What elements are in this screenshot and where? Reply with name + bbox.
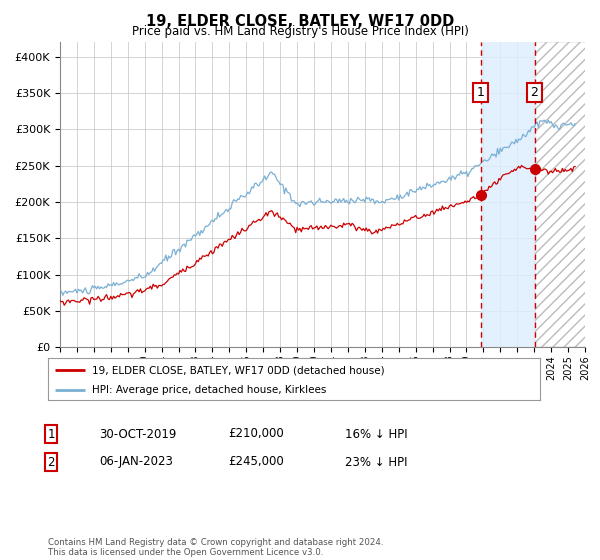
Text: £210,000: £210,000 [228,427,284,441]
Text: 19, ELDER CLOSE, BATLEY, WF17 0DD: 19, ELDER CLOSE, BATLEY, WF17 0DD [146,14,454,29]
Text: Price paid vs. HM Land Registry's House Price Index (HPI): Price paid vs. HM Land Registry's House … [131,25,469,38]
Bar [535,42,593,347]
Text: 16% ↓ HPI: 16% ↓ HPI [345,427,407,441]
Bar [481,42,535,347]
Text: 06-JAN-2023: 06-JAN-2023 [99,455,173,469]
Text: 23% ↓ HPI: 23% ↓ HPI [345,455,407,469]
Text: £245,000: £245,000 [228,455,284,469]
Text: Contains HM Land Registry data © Crown copyright and database right 2024.
This d: Contains HM Land Registry data © Crown c… [48,538,383,557]
Text: HPI: Average price, detached house, Kirklees: HPI: Average price, detached house, Kirk… [92,385,326,395]
Text: 1: 1 [476,86,484,99]
Text: 2: 2 [47,455,55,469]
Text: 2: 2 [530,86,538,99]
Text: 19, ELDER CLOSE, BATLEY, WF17 0DD (detached house): 19, ELDER CLOSE, BATLEY, WF17 0DD (detac… [92,365,385,375]
Text: 1: 1 [47,427,55,441]
Text: 30-OCT-2019: 30-OCT-2019 [99,427,176,441]
